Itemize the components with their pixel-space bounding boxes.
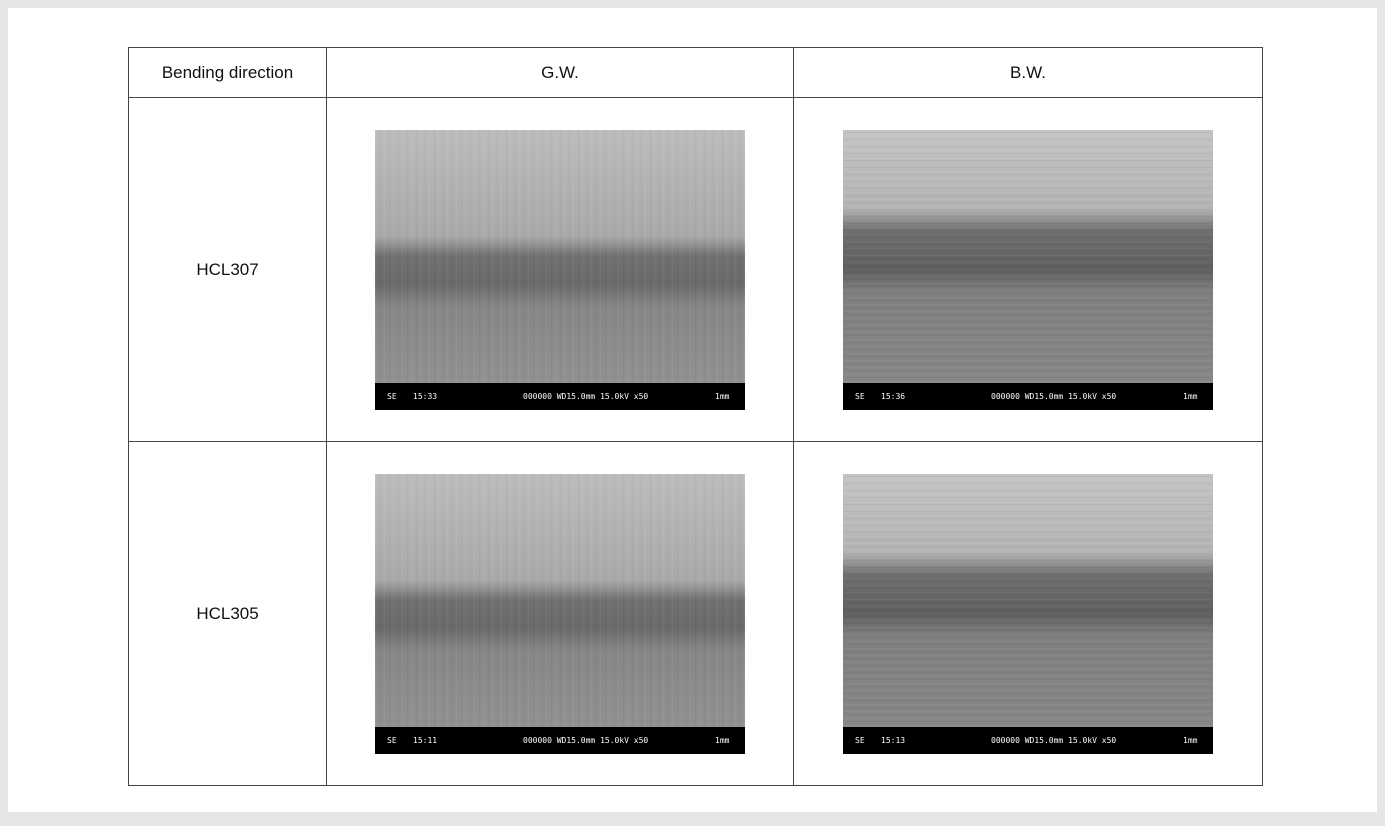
header-row: Bending direction G.W. B.W. (128, 47, 1263, 98)
image-cell: SE 15:11 000000 WD15.0mm 15.0kV x50 1mm (326, 441, 794, 786)
image-cell: SE 15:33 000000 WD15.0mm 15.0kV x50 1mm (326, 97, 794, 442)
info-text: 15:11 (413, 735, 438, 745)
info-bar: SE 15:36 000000 WD15.0mm 15.0kV x50 1mm (843, 382, 1213, 410)
sem-micrograph: SE 15:33 000000 WD15.0mm 15.0kV x50 1mm (375, 129, 745, 410)
info-text: 1mm (1183, 735, 1198, 745)
panel: Bending direction G.W. B.W. HCL307 SE 15:33 00… (8, 8, 1377, 812)
info-bar: SE 15:13 000000 WD15.0mm 15.0kV x50 1mm (843, 726, 1213, 754)
header-cell: Bending direction (128, 47, 327, 98)
header-cell: B.W. (793, 47, 1263, 98)
info-text: 1mm (715, 735, 730, 745)
info-text: SE (387, 735, 397, 745)
row-label: HCL305 (128, 441, 327, 786)
sem-micrograph: SE 15:11 000000 WD15.0mm 15.0kV x50 1mm (375, 473, 745, 754)
info-text: 000000 WD15.0mm 15.0kV x50 (523, 391, 649, 401)
info-bar: SE 15:11 000000 WD15.0mm 15.0kV x50 1mm (375, 726, 745, 754)
info-text: 000000 WD15.0mm 15.0kV x50 (991, 735, 1117, 745)
info-text: 000000 WD15.0mm 15.0kV x50 (523, 735, 649, 745)
image-cell: SE 15:13 000000 WD15.0mm 15.0kV x50 1mm (793, 441, 1263, 786)
results-table: Bending direction G.W. B.W. HCL307 SE 15:33 00… (128, 47, 1263, 786)
table-row: HCL305 SE 15:11 000000 WD15.0mm 15.0kV x50 1… (128, 441, 1263, 786)
info-text: 1mm (1183, 391, 1198, 401)
info-text: 15:13 (881, 735, 906, 745)
row-label: HCL307 (128, 97, 327, 442)
sem-micrograph: SE 15:36 000000 WD15.0mm 15.0kV x50 1mm (843, 129, 1213, 410)
table-row: HCL307 SE 15:33 000000 WD15.0mm 15.0kV x50 1… (128, 97, 1263, 442)
info-bar: SE 15:33 000000 WD15.0mm 15.0kV x50 1mm (375, 382, 745, 410)
info-text: 1mm (715, 391, 730, 401)
info-text: 15:33 (413, 391, 438, 401)
info-text: SE (387, 391, 397, 401)
info-text: SE (855, 735, 865, 745)
info-text: 000000 WD15.0mm 15.0kV x50 (991, 391, 1117, 401)
image-cell: SE 15:36 000000 WD15.0mm 15.0kV x50 1mm (793, 97, 1263, 442)
sem-micrograph: SE 15:13 000000 WD15.0mm 15.0kV x50 1mm (843, 473, 1213, 754)
info-text: SE (855, 391, 865, 401)
info-text: 15:36 (881, 391, 906, 401)
header-cell: G.W. (326, 47, 794, 98)
